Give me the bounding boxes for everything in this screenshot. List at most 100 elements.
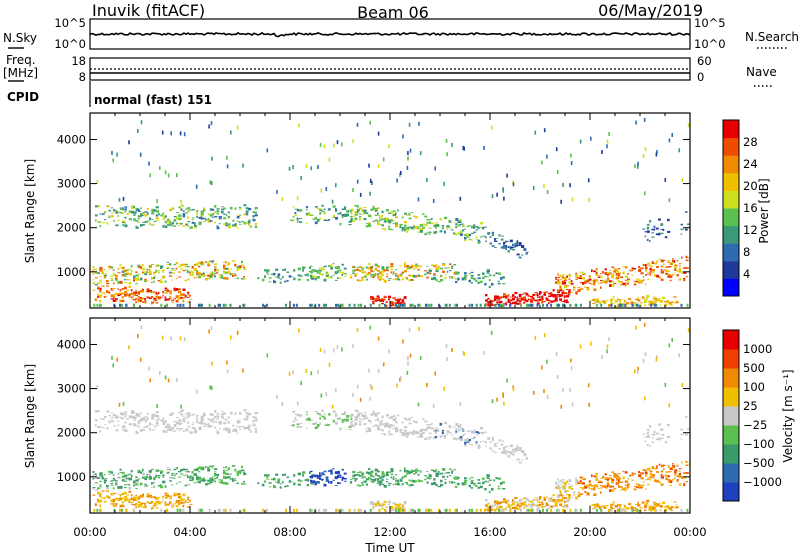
power-cell (92, 269, 95, 272)
power-cell (232, 224, 236, 227)
power-cell (124, 286, 127, 290)
power-cell (653, 298, 655, 301)
velocity-cell (241, 482, 245, 485)
power-cell (534, 130, 537, 135)
power-cell (370, 208, 374, 211)
power-cell (464, 278, 467, 281)
power-cell (185, 212, 189, 214)
velocity-cell (218, 428, 221, 430)
power-cell (516, 296, 519, 299)
velocity-cell (180, 473, 184, 475)
velocity-cell (149, 427, 151, 431)
velocity-cell (403, 501, 407, 504)
velocity-cell (166, 471, 170, 474)
power-colorbar-tick: 20 (743, 179, 758, 193)
power-cell (442, 263, 446, 265)
power-cell (525, 292, 528, 295)
velocity-cell (647, 483, 650, 486)
velocity-cell (566, 494, 568, 495)
velocity-cell (649, 473, 652, 476)
power-cell (209, 219, 212, 221)
velocity-cell (232, 424, 235, 427)
power-cell (372, 300, 374, 303)
power-cell (638, 265, 640, 268)
velocity-cell (542, 508, 544, 512)
velocity-cell (310, 482, 313, 484)
power-cell (119, 211, 123, 214)
velocity-cell (488, 484, 491, 487)
power-cell (404, 265, 406, 268)
velocity-cell (573, 491, 576, 494)
power-cell (408, 226, 412, 229)
power-cell (325, 272, 329, 275)
power-cell (635, 298, 638, 301)
power-cell (455, 223, 458, 225)
velocity-cell (435, 475, 439, 477)
power-cell (584, 281, 588, 284)
power-cell (187, 296, 190, 298)
velocity-cell (678, 353, 680, 358)
velocity-cell (305, 427, 308, 430)
power-cell (101, 285, 105, 287)
power-cell (584, 273, 586, 275)
velocity-cell (687, 428, 691, 431)
power-cell (449, 270, 452, 272)
power-cell (496, 297, 500, 300)
power-cell (610, 299, 612, 301)
velocity-cell (297, 479, 301, 482)
power-cell (180, 199, 182, 204)
power-cell (541, 160, 543, 165)
power-cell (230, 130, 232, 135)
velocity-cell (388, 430, 390, 433)
velocity-cell (319, 414, 323, 417)
power-cell (419, 151, 422, 156)
velocity-cell (227, 467, 231, 470)
velocity-cell (166, 469, 170, 470)
power-cell (115, 279, 119, 281)
power-cell (140, 224, 143, 227)
velocity-cell (645, 474, 648, 477)
power-cell (395, 212, 397, 215)
velocity-cell (124, 484, 127, 486)
power-cell (462, 224, 465, 226)
power-cell (451, 265, 454, 267)
power-cell (642, 264, 645, 267)
power-cell (196, 274, 199, 276)
power-cell (611, 276, 614, 278)
power-cell (293, 277, 296, 281)
power-cell (328, 157, 331, 162)
power-cell (600, 286, 602, 289)
velocity-cell (148, 366, 150, 371)
velocity-cell (157, 501, 161, 505)
power-cell (97, 286, 100, 288)
power-cell (408, 212, 411, 216)
power-cell (685, 275, 688, 278)
power-cell (579, 303, 582, 307)
power-cell (609, 284, 613, 287)
power-cell (182, 263, 185, 266)
velocity-cell (473, 436, 477, 438)
velocity-cell (144, 483, 147, 487)
velocity-cell (464, 482, 467, 483)
velocity-cell (660, 434, 663, 435)
velocity-cell (124, 491, 127, 495)
power-cell (645, 274, 647, 276)
velocity-cell (99, 472, 103, 475)
velocity-cell (146, 493, 149, 495)
power-cell (668, 302, 672, 304)
velocity-cell (507, 455, 510, 458)
velocity-cell (124, 487, 127, 489)
power-cell (491, 194, 494, 199)
power-cell (534, 292, 538, 294)
power-cell (477, 226, 480, 230)
velocity-cell (178, 481, 182, 483)
velocity-cell (410, 469, 414, 472)
velocity-cell (372, 507, 375, 510)
power-cell (374, 208, 378, 210)
power-cell (219, 303, 221, 307)
power-cell (124, 294, 127, 297)
velocity-cell (126, 418, 129, 420)
velocity-cell (227, 421, 230, 423)
power-cell (101, 272, 104, 275)
power-cell (334, 280, 338, 281)
